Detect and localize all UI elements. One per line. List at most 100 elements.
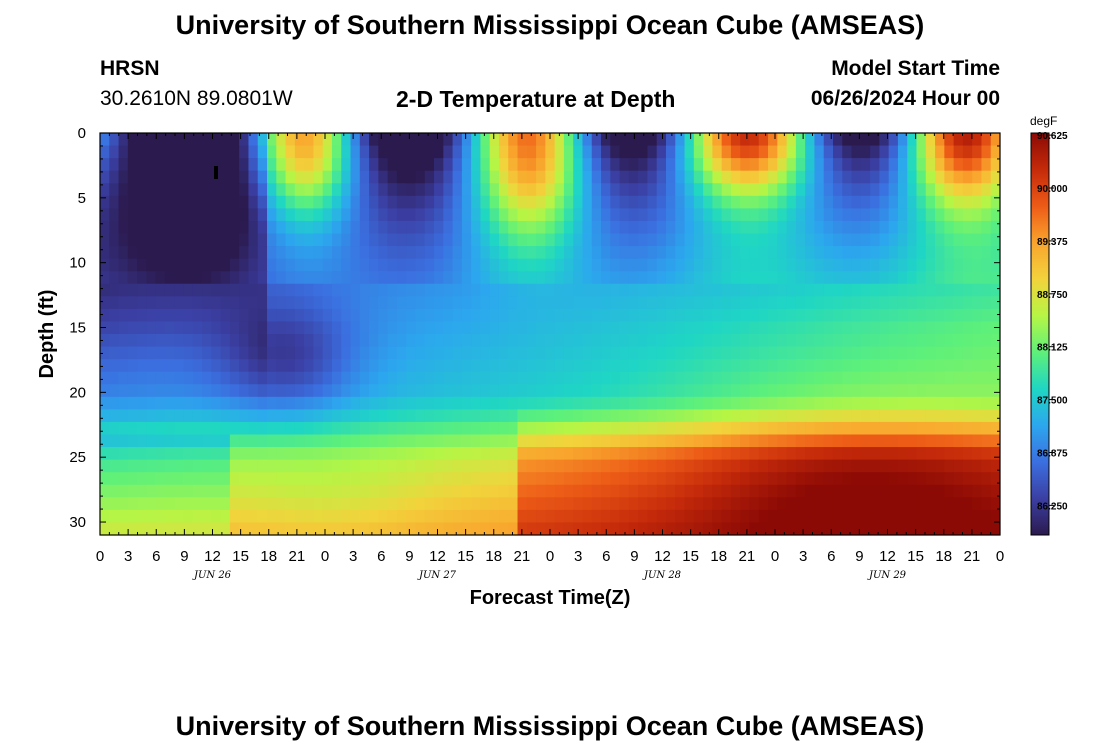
heatmap-cell bbox=[907, 195, 918, 209]
heatmap-cell bbox=[174, 434, 185, 448]
heatmap-cell bbox=[350, 334, 361, 348]
heatmap-cell bbox=[907, 258, 918, 272]
heatmap-cell bbox=[406, 308, 417, 323]
heatmap-cell bbox=[990, 346, 1000, 360]
heatmap-cell bbox=[257, 396, 268, 410]
heatmap-cell bbox=[192, 434, 203, 448]
heatmap-cell bbox=[712, 359, 723, 373]
heatmap-cell bbox=[730, 233, 741, 247]
heatmap-cell bbox=[981, 359, 992, 373]
heatmap-cell bbox=[703, 283, 713, 297]
heatmap-cell bbox=[137, 183, 147, 197]
heatmap-cell bbox=[369, 233, 379, 247]
heatmap-cell bbox=[536, 396, 546, 410]
heatmap-cell bbox=[675, 484, 686, 498]
heatmap-cell bbox=[935, 296, 945, 310]
heatmap-cell bbox=[693, 246, 704, 260]
heatmap-cell bbox=[545, 220, 556, 235]
footer-title: University of Southern Mississippi Ocean… bbox=[175, 711, 925, 741]
heatmap-cell bbox=[591, 509, 602, 524]
heatmap-cell bbox=[619, 434, 630, 448]
x-tick-label: 15 bbox=[682, 548, 699, 565]
heatmap-cell bbox=[155, 497, 166, 511]
heatmap-cell bbox=[331, 509, 342, 524]
heatmap-cell bbox=[350, 133, 361, 147]
heatmap-cell bbox=[294, 346, 305, 360]
heatmap-cell bbox=[962, 497, 973, 511]
colorbar: degF 90.62590.00089.37588.75088.12587.50… bbox=[1030, 114, 1068, 536]
heatmap-cell bbox=[897, 396, 908, 410]
heatmap-cell bbox=[573, 220, 584, 235]
heatmap-cell bbox=[202, 421, 212, 436]
heatmap-cell bbox=[174, 133, 185, 147]
heatmap-cell bbox=[730, 522, 741, 535]
heatmap-cell bbox=[424, 208, 435, 222]
heatmap-cell bbox=[164, 459, 175, 473]
heatmap-cell bbox=[396, 371, 407, 385]
heatmap-cell bbox=[944, 346, 955, 360]
heatmap-cell bbox=[508, 472, 519, 486]
heatmap-cell bbox=[257, 497, 268, 511]
heatmap-cell bbox=[341, 334, 352, 348]
heatmap-cell bbox=[656, 459, 667, 473]
heatmap-cell bbox=[703, 271, 713, 285]
heatmap-cell bbox=[953, 195, 964, 209]
heatmap-cell bbox=[229, 283, 240, 297]
heatmap-cell bbox=[740, 321, 751, 335]
heatmap-cell bbox=[758, 258, 769, 272]
heatmap-cell bbox=[434, 158, 444, 172]
heatmap-cell bbox=[619, 371, 630, 385]
heatmap-cell bbox=[814, 509, 825, 524]
heatmap-cell bbox=[164, 421, 175, 436]
heatmap-cell bbox=[656, 271, 667, 285]
heatmap-cell bbox=[749, 334, 760, 348]
heatmap-cell bbox=[823, 271, 834, 285]
heatmap-cell bbox=[480, 233, 491, 247]
heatmap-cell bbox=[591, 409, 602, 423]
heatmap-cell bbox=[888, 472, 899, 486]
heatmap-cell bbox=[257, 145, 268, 159]
heatmap-cell bbox=[823, 183, 834, 197]
heatmap-cell bbox=[137, 258, 147, 272]
heatmap-cell bbox=[452, 233, 463, 247]
heatmap-cell bbox=[591, 296, 602, 310]
heatmap-cell bbox=[665, 208, 676, 222]
heatmap-cell bbox=[164, 233, 175, 247]
heatmap-cell bbox=[675, 308, 686, 323]
heatmap-cell bbox=[452, 296, 463, 310]
heatmap-cell bbox=[814, 359, 825, 373]
heatmap-cell bbox=[879, 258, 890, 272]
heatmap-cell bbox=[276, 409, 287, 423]
heatmap-cell bbox=[267, 195, 277, 209]
heatmap-cell bbox=[591, 208, 602, 222]
heatmap-cell bbox=[211, 133, 222, 147]
heatmap-cell bbox=[489, 183, 500, 197]
heatmap-cell bbox=[823, 459, 834, 473]
heatmap-cell bbox=[981, 258, 992, 272]
heatmap-cell bbox=[897, 421, 908, 436]
heatmap-cell bbox=[582, 321, 593, 335]
heatmap-cell bbox=[981, 220, 992, 235]
heatmap-cell bbox=[248, 158, 259, 172]
heatmap-cell bbox=[563, 208, 574, 222]
heatmap-cell bbox=[100, 233, 110, 247]
heatmap-cell bbox=[814, 208, 825, 222]
heatmap-cell bbox=[434, 271, 444, 285]
heatmap-cell bbox=[100, 258, 110, 272]
heatmap-cell bbox=[341, 271, 352, 285]
heatmap-cell bbox=[276, 170, 287, 184]
heatmap-cell bbox=[229, 472, 240, 486]
heatmap-cell bbox=[730, 145, 741, 159]
heatmap-cell bbox=[202, 246, 212, 260]
heatmap-cell bbox=[239, 271, 250, 285]
heatmap-cell bbox=[192, 183, 203, 197]
heatmap-cell bbox=[935, 208, 945, 222]
heatmap-cell bbox=[879, 334, 890, 348]
heatmap-cell bbox=[239, 283, 250, 297]
heatmap-cell bbox=[601, 522, 611, 535]
heatmap-cell bbox=[786, 484, 797, 498]
heatmap-cell bbox=[601, 283, 611, 297]
heatmap-cell bbox=[248, 421, 259, 436]
heatmap-cell bbox=[619, 447, 630, 461]
heatmap-cell bbox=[489, 158, 500, 172]
